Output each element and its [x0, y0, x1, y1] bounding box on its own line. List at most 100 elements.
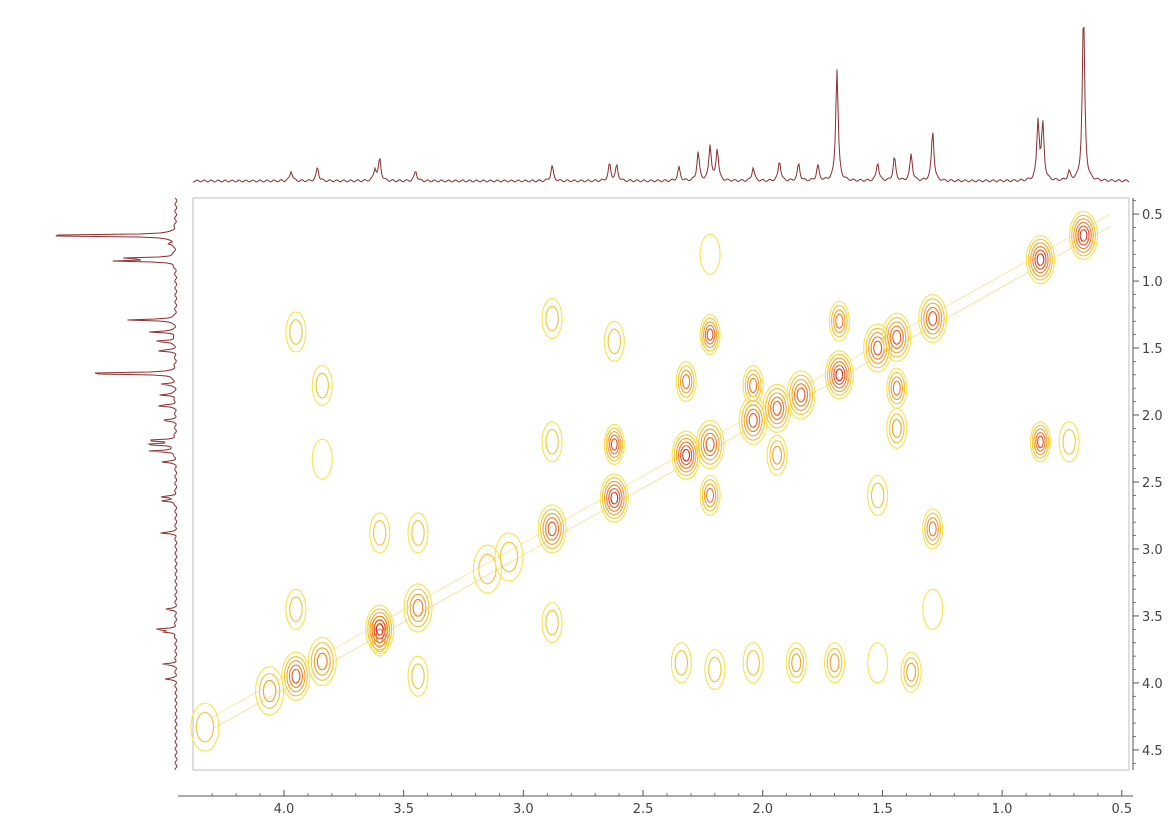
cross-peak-contour — [924, 512, 942, 546]
x-tick-label: 0.5 — [1111, 802, 1132, 817]
cross-peak-contour — [1037, 435, 1044, 449]
cross-peak-contour — [285, 588, 307, 630]
diagonal-peak-contour — [369, 612, 391, 647]
cross-peak-contour — [928, 521, 937, 537]
cross-peak-contour — [889, 413, 905, 444]
cross-peak-contour — [900, 651, 922, 693]
diagonal-peak-0 — [190, 702, 220, 752]
cross-peak-contour — [701, 317, 719, 352]
cross-peak-8 — [541, 298, 563, 340]
cross-peak-contour — [903, 657, 919, 688]
cross-peak-contour — [670, 642, 692, 684]
diagonal-peak-contour — [925, 306, 940, 331]
cross-peak-contour — [411, 663, 425, 690]
diagonal-peak-contour — [540, 508, 565, 550]
cross-peak-26 — [1058, 421, 1080, 463]
diagonal-peak-15 — [824, 350, 854, 400]
cross-peak-contour — [922, 508, 944, 550]
diagonal-peak-contour — [1032, 245, 1049, 274]
cross-peak-contour — [742, 364, 764, 407]
cross-peak-contour — [1062, 428, 1076, 455]
cross-peak-contour — [926, 517, 939, 541]
diagonal-peak-contour — [599, 473, 629, 523]
diagonal-ridge — [211, 214, 1111, 718]
diagonal-peak-contour — [824, 350, 854, 400]
cross-peak-contour — [674, 649, 689, 676]
diagonal-peak-contour — [373, 619, 386, 640]
x-tick-label: 4.0 — [274, 802, 295, 817]
diagonal-peak-contour — [365, 604, 395, 654]
diagonal-peak-contour — [604, 480, 625, 516]
diagonal-peak-contour — [705, 437, 715, 452]
x-tick-label: 3.5 — [393, 802, 414, 817]
cross-peak-29 — [742, 642, 764, 684]
diagonal-peak-18 — [918, 294, 948, 344]
cross-peak-10 — [541, 602, 563, 644]
diagonal-peak-contour — [884, 317, 909, 358]
cross-peak-contour — [699, 314, 721, 356]
cross-peak-contour — [704, 648, 726, 691]
diagonal-peak-contour — [371, 615, 388, 643]
cross-peak-21 — [886, 407, 908, 449]
cross-peak-contour — [891, 418, 902, 438]
cross-peak-14 — [699, 314, 721, 356]
diagonal-peak-contour — [835, 368, 844, 382]
diagonal-peak-contour — [892, 329, 902, 345]
diagonal-peak-contour — [1071, 214, 1096, 257]
cross-peak-contour — [545, 305, 559, 332]
cross-peak-contour — [870, 482, 885, 509]
cross-peak-contour — [829, 653, 840, 673]
cross-peak-contour — [607, 328, 622, 355]
diagonal-peak-contour — [316, 652, 328, 671]
diagonal-peak-contour — [190, 702, 220, 752]
cross-peak-27 — [670, 642, 692, 684]
x-tick-label: 1.5 — [872, 802, 893, 817]
diagonal-peak-contour — [831, 361, 848, 389]
diagonal-peak-13 — [762, 383, 792, 433]
diagonal-peak-contour — [313, 647, 331, 676]
cross-peak-contour — [311, 364, 333, 407]
y-tick-label: 2.5 — [1142, 476, 1163, 491]
cross-peak-contour — [682, 374, 691, 390]
cross-peak-0 — [285, 311, 307, 353]
cross-peak-contour — [289, 319, 303, 345]
diagonal-peak-contour — [772, 400, 782, 416]
cross-peak-contour — [766, 434, 788, 476]
cross-peak-contour — [373, 520, 387, 546]
cross-peak-1 — [311, 364, 333, 407]
x-tick-label: 1.0 — [992, 802, 1013, 817]
contour-layer — [190, 210, 1111, 752]
diagonal-peak-contour — [1025, 235, 1055, 285]
cross-peak-contour — [704, 324, 716, 345]
diagonal-peak-4 — [365, 604, 395, 654]
cross-peak-contour — [703, 483, 717, 508]
cross-peak-28 — [704, 648, 726, 691]
cross-peak-19 — [828, 300, 850, 342]
cross-peak-contour — [603, 320, 625, 362]
diagonal-peak-contour — [793, 383, 809, 407]
cross-peak-contour — [541, 602, 563, 644]
cross-peak-9 — [541, 421, 563, 463]
diagonal-peak-contour — [608, 488, 621, 509]
cross-peak-5 — [407, 512, 429, 554]
cross-peak-contour — [922, 588, 944, 630]
x-tick-label: 3.0 — [513, 802, 534, 817]
cross-peak-contour — [867, 474, 889, 516]
cross-peak-12 — [603, 423, 625, 466]
diagonal-peak-contour — [307, 636, 337, 687]
cross-peak-contour — [1031, 424, 1050, 459]
cross-peak-contour — [828, 300, 850, 342]
diagonal-peak-6 — [472, 544, 502, 594]
top-projection-spectrum — [192, 26, 1130, 183]
cross-peak-31 — [824, 642, 846, 684]
diagonal-peak-contour — [675, 437, 697, 473]
cross-peak-contour — [706, 487, 715, 503]
diagonal-peak-contour — [738, 395, 768, 445]
diagonal-peak-contour — [195, 711, 215, 743]
diagonal-peak-contour — [743, 404, 763, 437]
diagonal-peak-contour — [863, 323, 893, 373]
y-tick-label: 0.5 — [1142, 208, 1163, 223]
cross-peak-contour — [708, 656, 722, 683]
